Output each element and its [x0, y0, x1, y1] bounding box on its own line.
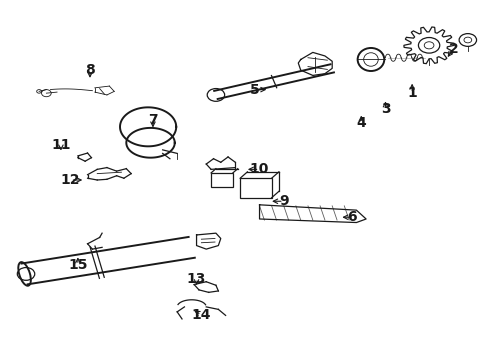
Text: 14: 14	[192, 308, 211, 322]
Text: 12: 12	[61, 173, 80, 187]
Text: 10: 10	[250, 162, 269, 176]
Text: 5: 5	[250, 82, 260, 96]
Text: 9: 9	[279, 194, 289, 208]
Text: 2: 2	[448, 42, 458, 56]
Text: 13: 13	[187, 272, 206, 286]
Bar	[211, 173, 233, 187]
Bar	[240, 178, 271, 198]
Text: 8: 8	[85, 63, 95, 77]
Text: 15: 15	[68, 258, 88, 272]
Text: 3: 3	[381, 102, 391, 116]
Text: 4: 4	[356, 116, 366, 130]
Text: 6: 6	[347, 210, 356, 224]
Text: 11: 11	[51, 138, 71, 152]
Text: 7: 7	[148, 113, 158, 127]
Text: 1: 1	[407, 86, 417, 100]
